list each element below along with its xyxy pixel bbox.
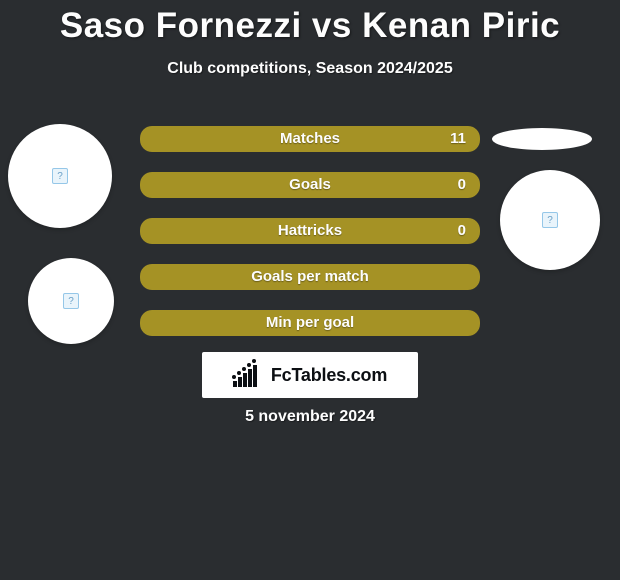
player1-name: Saso Fornezzi [60, 6, 302, 45]
vs-text: vs [312, 6, 352, 45]
player2-name: Kenan Piric [362, 6, 560, 45]
page-title: Saso Fornezzi vs Kenan Piric [0, 0, 620, 46]
footer-date: 5 november 2024 [0, 408, 620, 426]
stats-panel: Matches 11 Goals 0 Hattricks 0 Goals per… [140, 126, 480, 356]
stat-label: Matches [140, 126, 480, 152]
image-placeholder-icon: ? [52, 168, 68, 184]
stat-row-min-per-goal: Min per goal [140, 310, 480, 336]
stat-label: Hattricks [140, 218, 480, 244]
avatar-left-2: ? [28, 258, 114, 344]
stat-row-goals: Goals 0 [140, 172, 480, 198]
avatar-right-oval [492, 128, 592, 150]
avatar-left-1: ? [8, 124, 112, 228]
stat-row-goals-per-match: Goals per match [140, 264, 480, 290]
brand-icon [233, 363, 265, 387]
stat-row-hattricks: Hattricks 0 [140, 218, 480, 244]
stat-row-matches: Matches 11 [140, 126, 480, 152]
stat-right-value: 0 [458, 218, 466, 244]
stat-label: Goals per match [140, 264, 480, 290]
image-placeholder-icon: ? [542, 212, 558, 228]
brand-box: FcTables.com [202, 352, 418, 398]
subtitle: Club competitions, Season 2024/2025 [0, 60, 620, 78]
stat-right-value: 0 [458, 172, 466, 198]
stat-label: Goals [140, 172, 480, 198]
image-placeholder-icon: ? [63, 293, 79, 309]
avatar-right-1: ? [500, 170, 600, 270]
stat-label: Min per goal [140, 310, 480, 336]
brand-text: FcTables.com [271, 365, 387, 386]
stat-right-value: 11 [450, 126, 466, 152]
